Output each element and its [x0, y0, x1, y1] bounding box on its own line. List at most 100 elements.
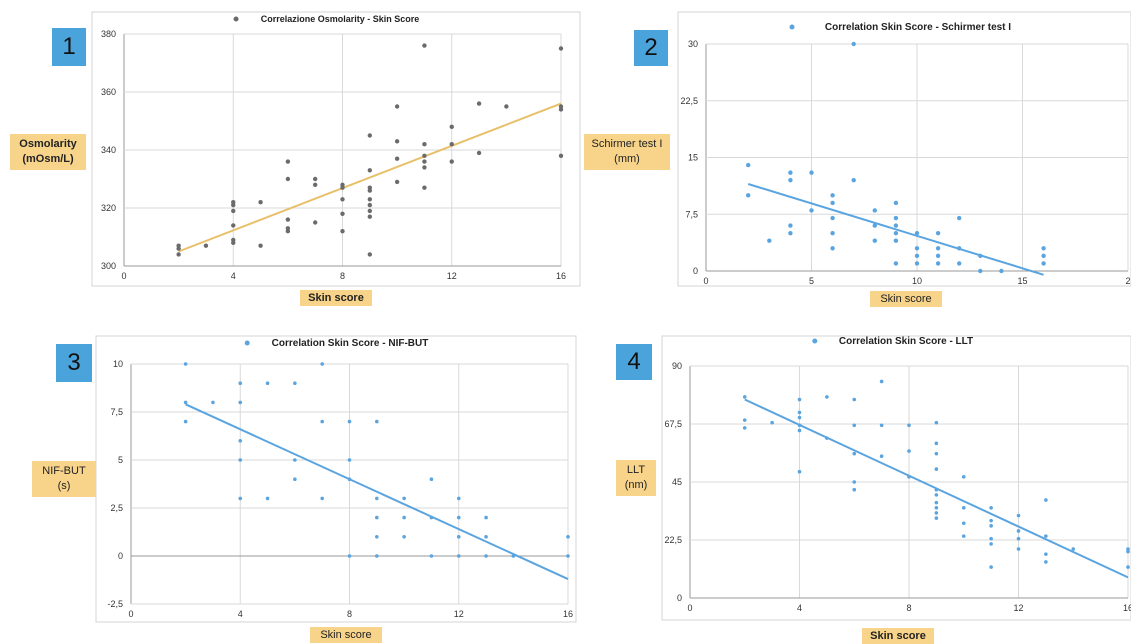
data-point	[914, 253, 920, 259]
y-axis-label-line-2: (s)	[57, 480, 71, 492]
y-tick-label: 22,5	[680, 96, 698, 106]
x-tick-label: 0	[121, 271, 126, 281]
data-point	[312, 182, 318, 187]
data-point	[797, 428, 802, 433]
y-axis-label-line-2: (nm)	[624, 479, 648, 491]
data-point	[484, 535, 488, 539]
data-point	[825, 395, 829, 399]
data-point	[449, 159, 454, 164]
y-tick-label: 7,5	[110, 407, 123, 417]
data-point	[347, 477, 352, 482]
data-point	[422, 153, 427, 158]
data-point	[809, 170, 814, 175]
y-tick-label: 5	[118, 455, 123, 465]
data-point	[767, 238, 772, 243]
data-point	[797, 423, 802, 428]
data-point	[830, 200, 835, 206]
data-point	[265, 496, 270, 501]
data-point	[231, 200, 236, 205]
data-point	[1071, 547, 1076, 551]
data-point	[183, 362, 188, 366]
x-tick-label: 0	[128, 609, 133, 619]
data-point	[476, 101, 482, 106]
data-point	[1126, 547, 1130, 551]
data-point	[893, 230, 899, 236]
data-point	[893, 238, 899, 243]
data-point	[989, 542, 993, 546]
data-point	[422, 185, 427, 190]
panel-number-badge: 3	[56, 344, 92, 382]
data-point	[429, 477, 434, 482]
data-point	[1016, 513, 1021, 518]
data-point	[893, 200, 899, 206]
data-point	[340, 197, 345, 202]
data-point	[788, 178, 793, 183]
y-tick-label: 380	[101, 29, 116, 39]
data-point	[934, 467, 939, 471]
data-point	[558, 153, 564, 158]
data-point	[907, 423, 911, 428]
y-axis-label-line-1: NIF-BUT	[42, 465, 86, 477]
legend-marker	[233, 16, 239, 22]
y-axis-label-line-1: LLT	[626, 464, 646, 476]
x-tick-label: 12	[447, 271, 457, 281]
data-point	[375, 496, 379, 501]
data-point	[797, 397, 802, 402]
x-tick-label: 2	[1125, 276, 1130, 286]
data-point	[456, 535, 461, 539]
data-point	[935, 253, 941, 259]
data-point	[957, 246, 962, 251]
data-point	[429, 515, 434, 520]
data-point	[422, 165, 427, 170]
x-axis-label: Skin score	[862, 628, 934, 644]
data-point	[183, 419, 188, 424]
data-point	[456, 515, 461, 520]
y-tick-label: 90	[672, 361, 682, 371]
y-tick-label: 300	[101, 261, 116, 271]
data-point	[989, 518, 993, 523]
y-tick-label: 0	[677, 593, 682, 603]
x-tick-label: 5	[809, 276, 814, 286]
x-axis-label: Skin score	[300, 290, 372, 306]
data-point	[320, 496, 324, 501]
data-point	[422, 43, 427, 48]
data-point	[456, 554, 461, 558]
data-point	[852, 423, 857, 428]
x-tick-label: 4	[797, 603, 802, 613]
data-point	[231, 208, 236, 214]
data-point	[935, 246, 941, 251]
data-point	[238, 381, 243, 386]
chart-frame	[677, 11, 1131, 287]
data-point	[914, 230, 920, 236]
data-point	[788, 223, 793, 228]
data-point	[934, 441, 939, 446]
data-point	[872, 238, 877, 243]
chart-frame	[95, 335, 577, 623]
data-point	[238, 458, 243, 462]
data-point	[566, 535, 570, 539]
data-point	[558, 46, 564, 51]
data-point	[934, 420, 939, 425]
data-point	[934, 487, 939, 492]
data-point	[830, 246, 835, 251]
data-point	[961, 505, 966, 510]
data-point	[394, 156, 400, 161]
data-point	[851, 178, 856, 183]
data-point	[957, 261, 962, 266]
data-point	[852, 451, 857, 456]
y-tick-label: 0	[118, 551, 123, 561]
data-point	[742, 426, 747, 430]
data-point	[879, 454, 884, 459]
data-point	[935, 230, 941, 236]
y-tick-label: 67,5	[664, 419, 682, 429]
data-point	[978, 268, 983, 274]
data-point	[934, 500, 939, 505]
data-point	[375, 419, 379, 424]
chart-frame	[661, 335, 1131, 621]
data-point	[770, 420, 774, 425]
data-point	[293, 458, 297, 462]
data-point	[183, 400, 188, 405]
data-point	[203, 243, 209, 248]
data-point	[367, 214, 373, 219]
data-point	[1126, 549, 1130, 554]
